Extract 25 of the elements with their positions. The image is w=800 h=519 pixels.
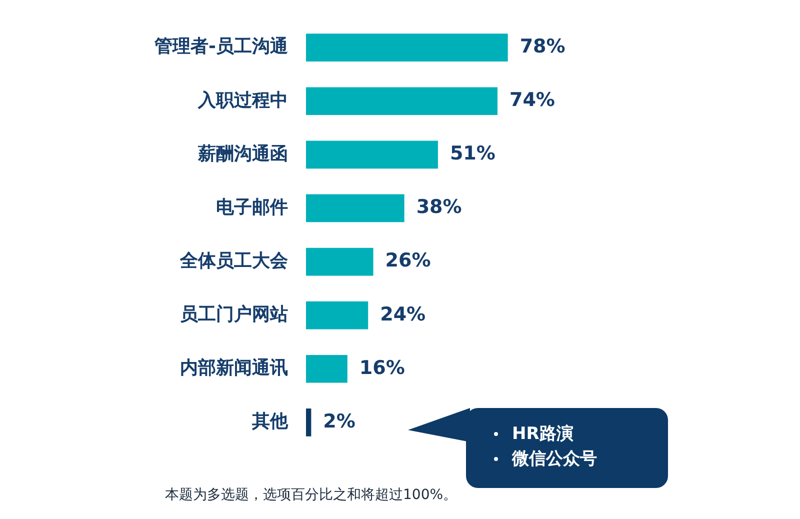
y-tick-label: 内部新闻通讯 <box>180 358 288 379</box>
y-tick-label: 全体员工大会 <box>179 250 289 272</box>
y-tick-label: 管理者-员工沟通 <box>154 36 288 58</box>
data-label: 51% <box>450 142 496 165</box>
bar <box>306 34 508 62</box>
y-tick-label: 其他 <box>251 411 289 432</box>
bar <box>306 408 312 436</box>
data-label: 38% <box>416 196 462 218</box>
data-label: 16% <box>359 356 405 379</box>
bar <box>306 301 368 330</box>
bar <box>306 248 374 276</box>
bar <box>306 140 438 169</box>
data-label: 26% <box>385 250 431 272</box>
bar <box>306 87 498 116</box>
y-tick-label: 入职过程中 <box>197 90 288 111</box>
text: 本题为多选题，选项百分比之和将超过100%。 <box>165 486 458 504</box>
y-tick-label: 薪酬沟通函 <box>197 143 288 164</box>
data-label: 78% <box>520 36 566 58</box>
data-label: 74% <box>509 89 555 112</box>
bar <box>306 354 348 383</box>
data-label: 24% <box>380 303 426 326</box>
y-tick-label: 电子邮件 <box>216 196 288 218</box>
bar <box>306 194 404 222</box>
y-tick-label: 员工门户网站 <box>179 304 288 325</box>
data-label: 2% <box>323 410 356 432</box>
